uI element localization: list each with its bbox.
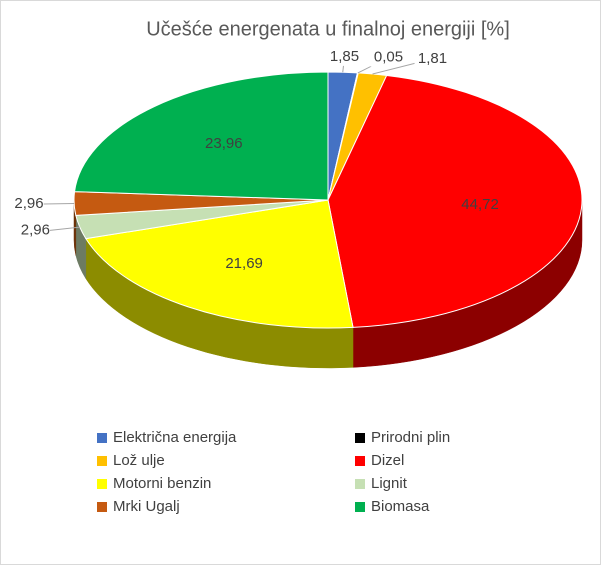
- legend-label: Dizel: [371, 452, 404, 469]
- data-label: 0,05: [374, 49, 403, 66]
- label-bg: [370, 48, 407, 67]
- legend-label: Lignit: [371, 475, 408, 492]
- legend-label: Mrki Ugalj: [113, 498, 180, 515]
- data-label: 2,96: [21, 221, 50, 238]
- legend-swatch: [355, 456, 365, 466]
- legend-swatch: [355, 502, 365, 512]
- chart-title: Učešće energenata u finalnoj energiji [%…: [146, 18, 510, 40]
- label-bg: [7, 194, 44, 213]
- legend-swatch: [97, 433, 107, 443]
- legend-swatch: [97, 456, 107, 466]
- data-label: 1,85: [330, 48, 359, 65]
- data-label: 2,96: [14, 195, 43, 212]
- label-bg: [326, 47, 363, 66]
- data-label: 23,96: [205, 135, 243, 152]
- slice: [73, 71, 329, 201]
- data-label: 21,69: [225, 255, 263, 272]
- legend-swatch: [97, 502, 107, 512]
- legend-label: Prirodni plin: [371, 429, 450, 446]
- label-bg: [13, 221, 50, 240]
- legend-swatch: [355, 479, 365, 489]
- slice: [327, 74, 583, 328]
- legend-label: Električna energija: [113, 429, 237, 446]
- label-bg: [414, 49, 451, 68]
- legend-swatch: [355, 433, 365, 443]
- leader-line: [49, 226, 80, 231]
- legend-swatch: [97, 479, 107, 489]
- data-label: 1,81: [418, 50, 447, 67]
- slice: [85, 199, 354, 329]
- legend-label: Lož ulje: [113, 452, 165, 469]
- data-label: 44,72: [461, 196, 499, 213]
- legend-label: Motorni benzin: [113, 475, 211, 492]
- legend-label: Biomasa: [371, 498, 430, 515]
